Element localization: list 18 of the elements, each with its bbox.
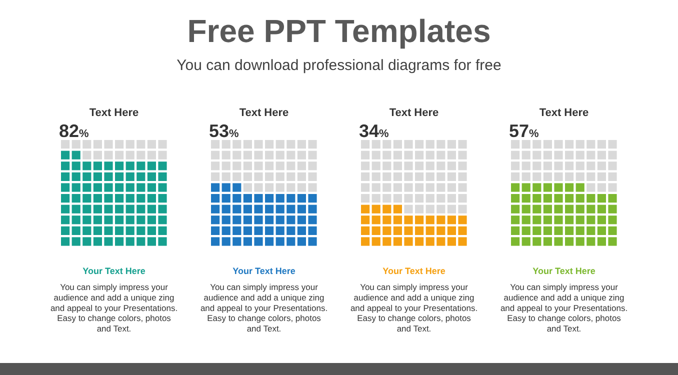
text: Your Text Here	[532, 266, 596, 276]
text: Text Here	[239, 107, 289, 119]
text: You can download professional diagrams for free	[176, 57, 502, 74]
data-label: 82%	[59, 121, 90, 141]
data-label: 53%	[209, 121, 240, 141]
text: Text Here	[389, 107, 439, 119]
text: You can simply impress your audience and add a unique zing and appeal to your Presentations. Easy to change colors, photos and Text.	[50, 282, 178, 334]
text: Your Text Here	[82, 266, 146, 276]
text: Text Here	[89, 107, 139, 119]
text: Your Text Here	[232, 266, 296, 276]
text: You can simply impress your audience and add a unique zing and appeal to your Presentations. Easy to change colors, photos and Text.	[200, 282, 328, 334]
text: Your Text Here	[382, 266, 446, 276]
data-label: 57%	[509, 121, 540, 141]
data-label: 34%	[359, 121, 390, 141]
text: Text Here	[539, 107, 589, 119]
text: You can simply impress your audience and add a unique zing and appeal to your Presentations. Easy to change colors, photos and Text.	[350, 282, 478, 334]
text: You can simply impress your audience and add a unique zing and appeal to your Presentations. Easy to change colors, photos and Text.	[500, 282, 628, 334]
text: Free PPT Templates	[187, 13, 491, 49]
